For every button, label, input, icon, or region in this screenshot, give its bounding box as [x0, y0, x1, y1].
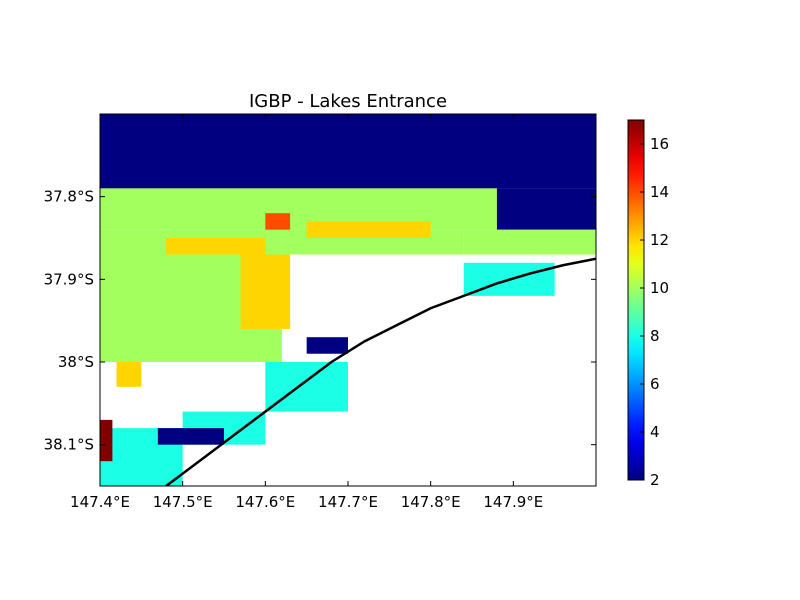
land-cover-cell — [157, 428, 224, 445]
land-cover-cell — [166, 238, 266, 255]
coastline — [165, 257, 596, 486]
land-cover-map — [100, 114, 596, 486]
colorbar-gradient — [627, 119, 645, 481]
y-tick-label: 38°S — [58, 353, 94, 371]
y-tick-label: 38.1°S — [44, 436, 94, 454]
x-tick-label: 147.6°E — [235, 493, 295, 511]
land-cover-cell — [240, 254, 291, 329]
land-cover-cell — [100, 114, 596, 189]
colorbar: 2 4 6 8 10 12 14 16 — [627, 119, 669, 489]
colorbar-tick-label: 12 — [650, 231, 669, 249]
colorbar-tick-label: 6 — [650, 375, 660, 393]
x-axis: 147.4°E 147.5°E 147.6°E 147.7°E 147.8°E 147.9… — [70, 114, 543, 511]
colorbar-tick-label: 14 — [650, 183, 669, 201]
x-tick-label: 147.5°E — [153, 493, 213, 511]
land-cover-cell — [265, 213, 291, 230]
colorbar-tick-label: 16 — [650, 135, 669, 153]
land-cover-cell — [306, 221, 431, 238]
colorbar-tick-label: 4 — [650, 423, 660, 441]
colorbar-tick-label: 8 — [650, 327, 660, 345]
land-cover-cell — [306, 337, 348, 354]
y-tick-label: 37.9°S — [44, 270, 94, 288]
land-cover-regions — [100, 114, 596, 486]
x-tick-label: 147.7°E — [318, 493, 378, 511]
chart-title: IGBP - Lakes Entrance — [249, 91, 447, 112]
y-axis: 37.8°S 37.9°S 38°S 38.1°S — [44, 188, 596, 454]
x-tick-label: 147.8°E — [401, 493, 461, 511]
land-cover-cell — [100, 419, 113, 462]
land-cover-cell — [100, 188, 497, 230]
x-tick-label: 147.4°E — [70, 493, 130, 511]
y-tick-label: 37.8°S — [44, 188, 94, 206]
land-cover-cell — [265, 362, 348, 412]
land-cover-cell — [116, 362, 142, 387]
land-cover-cell — [496, 188, 596, 230]
land-cover-cell — [463, 229, 596, 255]
x-tick-label: 147.9°E — [483, 493, 543, 511]
colorbar-tick-label: 2 — [650, 471, 660, 489]
colorbar-tick-label: 10 — [650, 279, 669, 297]
colorbar-ticks: 2 4 6 8 10 12 14 16 — [640, 135, 669, 489]
